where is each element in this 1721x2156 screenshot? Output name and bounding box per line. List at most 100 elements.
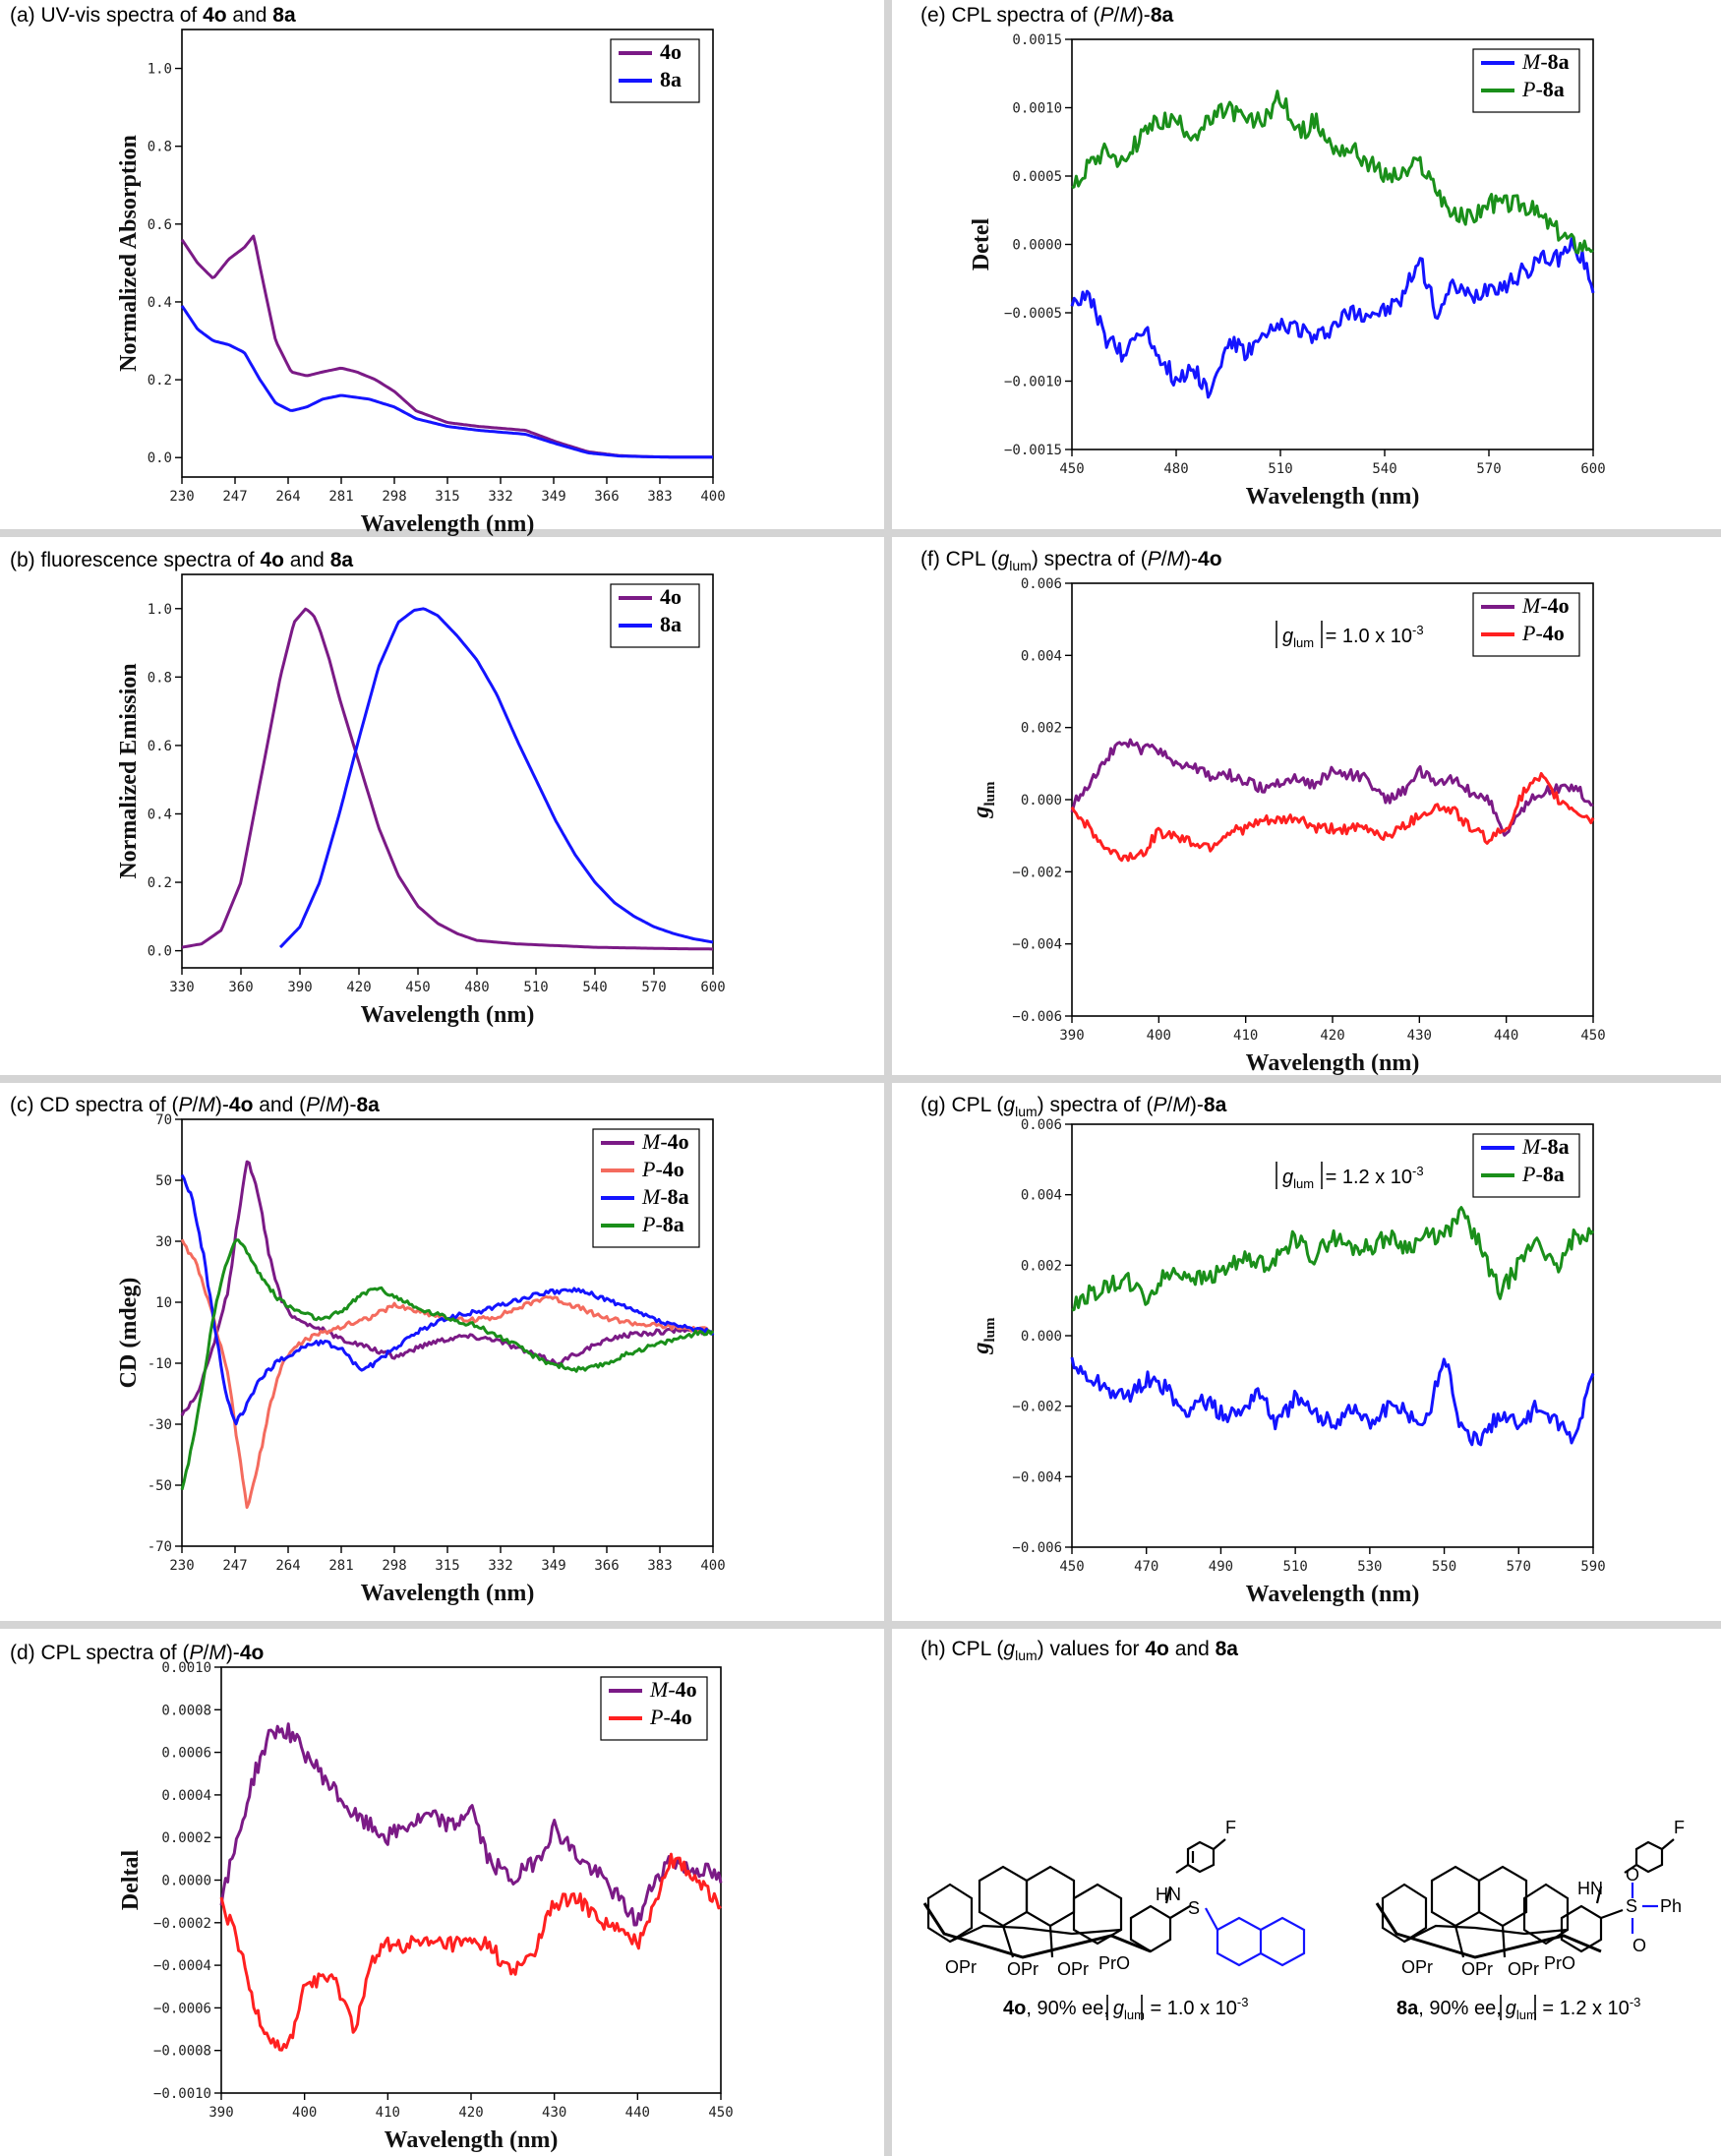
series-line-M-4o bbox=[219, 1722, 723, 1927]
legend-prefix: M bbox=[641, 1184, 662, 1209]
legend-compound: 4o bbox=[668, 1129, 689, 1154]
legend-label: P-8a bbox=[641, 1212, 684, 1236]
caption-prefix: (d) CPL spectra of ( bbox=[10, 1642, 189, 1664]
4o-bridge-back bbox=[949, 1924, 1122, 1943]
8a-O-bottom-label: O bbox=[1632, 1936, 1646, 1955]
x-tick-label: 550 bbox=[1432, 1559, 1456, 1575]
series-line-M-4o bbox=[180, 1160, 714, 1416]
caption-close: )- bbox=[1184, 548, 1198, 570]
legend-dash: - bbox=[660, 1184, 667, 1209]
x-tick-label: 247 bbox=[222, 1558, 247, 1574]
caption-p2: P bbox=[306, 1094, 320, 1116]
caption-slash2: / bbox=[320, 1094, 326, 1116]
x-tick-label: 430 bbox=[542, 2105, 566, 2121]
y-tick-label: 0.0000 bbox=[161, 1874, 211, 1889]
legend-label: P-4o bbox=[1521, 621, 1565, 645]
legend-prefix: P bbox=[1521, 1162, 1535, 1186]
x-tick-label: 366 bbox=[594, 489, 619, 505]
caption-close2: )- bbox=[342, 1094, 356, 1116]
separator-row-3 bbox=[0, 1621, 1721, 1629]
8a-Ph-label: Ph bbox=[1660, 1896, 1682, 1916]
4o-upper-aryl bbox=[1129, 1904, 1172, 1953]
legend-compound: 4o bbox=[676, 1677, 697, 1702]
x-tick-label: 298 bbox=[382, 1558, 406, 1574]
y-tick-label: 1.0 bbox=[148, 62, 172, 78]
legend-label: 8a bbox=[660, 67, 682, 91]
legend-label: 4o bbox=[660, 584, 682, 609]
4o-bridge-front bbox=[922, 1902, 1152, 1959]
8a-F-label: F bbox=[1674, 1818, 1685, 1837]
y-tick-label: −0.0005 bbox=[1004, 306, 1062, 322]
x-tick-label: 540 bbox=[1372, 461, 1396, 477]
x-tick-label: 247 bbox=[222, 489, 247, 505]
note-g: g bbox=[1282, 1167, 1293, 1188]
8a-ring-b bbox=[1430, 1865, 1481, 1928]
caption-p: P bbox=[179, 1094, 193, 1116]
caption-compound: 4o bbox=[1198, 548, 1222, 570]
legend-box bbox=[1472, 1133, 1580, 1198]
y-tick-label: 0.0005 bbox=[1012, 169, 1062, 185]
caption-slash: / bbox=[1161, 548, 1167, 570]
legend-compound: 8a bbox=[660, 612, 682, 636]
x-tick-label: 410 bbox=[376, 2105, 400, 2121]
x-tick-label: 400 bbox=[700, 489, 725, 505]
caption-compound: 8a bbox=[1204, 1094, 1227, 1116]
y-tick-label: 0.0000 bbox=[1012, 238, 1062, 254]
note-value: = 1.0 x 10 bbox=[1320, 626, 1412, 647]
4o-opr-bond-1 bbox=[1001, 1925, 1015, 1958]
8a-opr-bond-1 bbox=[1454, 1925, 1465, 1958]
4o-ring-b bbox=[978, 1865, 1029, 1928]
caption-m: M bbox=[1172, 1094, 1190, 1116]
4o-nh-bond bbox=[1164, 1886, 1172, 1904]
y-axis-label: Normalized Emission bbox=[116, 663, 142, 878]
y-tick-label: 0.004 bbox=[1021, 1188, 1062, 1204]
caption-compound2: 8a bbox=[272, 4, 296, 27]
8a-pro-label: PrO bbox=[1544, 1953, 1575, 1973]
legend-box bbox=[1472, 48, 1580, 113]
y-tick-label: −0.004 bbox=[1012, 1469, 1062, 1485]
y-tick-label: 0.0006 bbox=[161, 1746, 211, 1762]
x-tick-label: 590 bbox=[1580, 1559, 1605, 1575]
caption-g-sub: lum bbox=[1009, 558, 1032, 573]
legend-compound: 4o bbox=[660, 584, 682, 609]
caption-prefix: (f) CPL ( bbox=[920, 548, 998, 570]
y-tick-label: −0.0008 bbox=[153, 2044, 211, 2060]
8a-f-bond bbox=[1661, 1838, 1675, 1850]
4o-pro-label: PrO bbox=[1098, 1953, 1130, 1973]
legend-prefix: M bbox=[649, 1677, 670, 1702]
legend-label: M-8a bbox=[641, 1184, 689, 1209]
y-tick-label: −0.002 bbox=[1012, 1400, 1062, 1415]
y-axis-label: Deltal bbox=[118, 1850, 144, 1911]
legend-label: M-4o bbox=[641, 1129, 689, 1154]
legend-dash: - bbox=[1540, 49, 1547, 74]
legend-prefix: P bbox=[641, 1212, 655, 1236]
y-tick-label: 0.006 bbox=[1021, 576, 1062, 592]
glum-note: glum = 1.2 x 10-3 bbox=[1282, 1164, 1424, 1191]
chart-a-caption: (a) UV-vis spectra of 4o and 8a bbox=[10, 4, 296, 27]
y-axis-label: glum bbox=[969, 781, 998, 819]
note-exponent: -3 bbox=[1412, 1164, 1424, 1178]
x-axis-label: Wavelength (nm) bbox=[361, 1581, 535, 1606]
caption-slash: / bbox=[203, 1642, 208, 1664]
caption-g: g bbox=[998, 548, 1010, 570]
caption-p: P bbox=[1154, 1094, 1167, 1116]
y-tick-label: 0.004 bbox=[1021, 648, 1062, 664]
caption-close: )- bbox=[1137, 4, 1151, 27]
caption-m: M bbox=[1167, 548, 1185, 570]
4o-n-bond bbox=[1175, 1864, 1189, 1874]
x-tick-label: 450 bbox=[1059, 461, 1084, 477]
legend-label: 8a bbox=[660, 612, 682, 636]
x-axis-label: Wavelength (nm) bbox=[385, 2127, 559, 2153]
series-line-P-8a bbox=[1071, 90, 1594, 255]
8a-opr-label-3: OPr bbox=[1508, 1959, 1539, 1979]
legend-compound: 8a bbox=[663, 1212, 684, 1236]
legend-compound: 4o bbox=[660, 39, 682, 64]
x-tick-label: 330 bbox=[169, 980, 194, 995]
8a-opr-bond-2 bbox=[1501, 1925, 1507, 1958]
x-tick-label: 349 bbox=[541, 489, 565, 505]
x-tick-label: 281 bbox=[328, 1558, 353, 1574]
x-tick-label: 570 bbox=[1507, 1559, 1531, 1575]
